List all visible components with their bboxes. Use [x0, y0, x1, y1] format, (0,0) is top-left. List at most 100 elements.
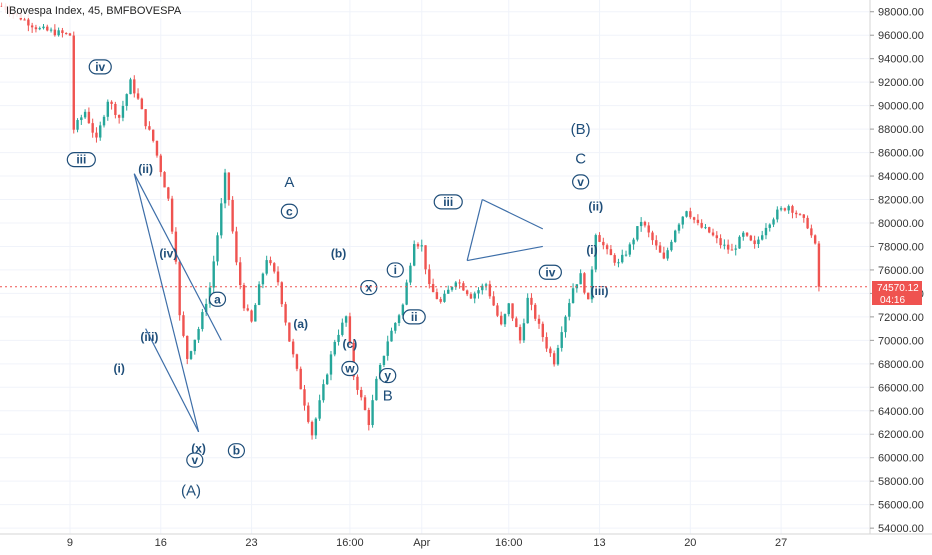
candle-body	[27, 19, 30, 26]
candle-body	[0, 5, 4, 7]
wave-label[interactable]: i	[386, 262, 404, 278]
price-axis[interactable]: 98000.00 96000.00 94000.00 92000.00 90000.00…	[869, 0, 924, 535]
wave-label-text: ii	[411, 310, 418, 324]
chart-title: IBovespa Index, 45, BMFBOVESPA	[6, 5, 182, 17]
candle-body	[114, 103, 117, 115]
wave-label[interactable]: (i)	[586, 243, 597, 257]
candle-body	[738, 236, 741, 249]
wave-label[interactable]: b	[227, 443, 246, 459]
wave-label-text: v	[191, 453, 198, 467]
wave-label-text: (i)	[586, 243, 597, 257]
wave-label[interactable]: w	[341, 360, 359, 377]
candle-body	[670, 241, 673, 251]
wave-label[interactable]: iv	[538, 264, 562, 280]
candle-body	[53, 29, 57, 36]
candle-body	[284, 304, 287, 323]
candle-body	[99, 125, 102, 138]
wave-label[interactable]: y	[379, 367, 397, 384]
wave-label[interactable]: (A)	[181, 483, 201, 500]
candle-body	[95, 132, 98, 138]
candle-body	[488, 284, 492, 297]
candle-body	[299, 368, 302, 390]
candle-body	[772, 219, 775, 225]
countdown-label: 04:16	[880, 295, 905, 306]
candle-body	[643, 221, 647, 226]
wave-label[interactable]: C	[575, 150, 586, 167]
candle-body	[651, 232, 654, 241]
candle-body	[276, 271, 280, 283]
price-tick-label: 76000.00	[878, 265, 924, 277]
wave-label[interactable]: (a)	[293, 317, 308, 331]
wave-label[interactable]: v	[186, 452, 204, 468]
candle-body	[696, 219, 700, 223]
wave-label[interactable]: (iii)	[140, 330, 158, 344]
candle-body	[220, 203, 223, 236]
time-axis[interactable]: 9 16 23 16:00 Apr 16:00 13 20 27	[0, 533, 932, 549]
candle-body	[545, 337, 548, 349]
wave-label[interactable]: (i)	[113, 362, 124, 376]
candle-body	[795, 212, 798, 215]
candle-body	[38, 28, 41, 30]
candle-body	[787, 206, 790, 211]
wave-label[interactable]: iv	[88, 59, 112, 75]
trend-line	[133, 173, 222, 341]
candle-body	[435, 292, 439, 300]
candle-body	[23, 19, 26, 21]
wave-label[interactable]: iii	[433, 194, 463, 210]
wave-label[interactable]: iii	[66, 152, 96, 168]
wave-label-text: (b)	[331, 247, 346, 261]
wave-label[interactable]: (ii)	[588, 200, 603, 214]
candle-body	[477, 290, 480, 294]
wave-label-text: B	[383, 388, 393, 405]
wave-label-text: (i)	[113, 362, 124, 376]
candle-body	[749, 235, 753, 241]
wave-label-text: (ii)	[588, 200, 603, 214]
candle-body	[511, 303, 514, 319]
trend-line	[467, 245, 543, 262]
wave-label[interactable]: (ii)	[138, 162, 153, 176]
wave-label[interactable]: (iii)	[591, 284, 609, 298]
candle-body	[223, 172, 227, 204]
candle-body	[526, 297, 529, 324]
wave-label[interactable]: a	[208, 291, 227, 307]
candle-body	[465, 290, 469, 295]
candle-body	[397, 315, 401, 324]
wave-label[interactable]: x	[360, 279, 378, 296]
wave-circle	[227, 443, 246, 459]
wave-label[interactable]: (x)	[191, 441, 206, 455]
candle-body	[242, 284, 246, 309]
price-tick-label: 60000.00	[878, 453, 924, 465]
candle-body	[719, 238, 722, 246]
candle-body	[613, 255, 616, 263]
candle-body	[310, 421, 314, 436]
wave-label-text: A	[284, 174, 294, 191]
candle-body	[753, 240, 756, 245]
wave-label[interactable]: (iv)	[159, 247, 177, 261]
candle-body	[556, 347, 560, 365]
wave-label[interactable]: B	[383, 388, 393, 405]
price-tick-label: 64000.00	[878, 406, 924, 418]
price-tick-label: 72000.00	[878, 312, 924, 324]
wave-label-text: iii	[443, 195, 453, 209]
wave-label[interactable]: (c)	[343, 337, 358, 351]
wave-label[interactable]: A	[284, 174, 294, 191]
candle-body	[655, 240, 658, 246]
wave-label-text: iv	[95, 60, 105, 74]
wave-circle	[341, 360, 359, 377]
wave-label[interactable]: (B)	[571, 121, 591, 138]
candle-body	[204, 303, 208, 313]
candle-body	[813, 235, 817, 244]
price-tick-label: 80000.00	[878, 218, 924, 230]
wave-label[interactable]: (b)	[331, 247, 346, 261]
wave-label-text: v	[577, 175, 584, 189]
wave-label[interactable]: v	[572, 174, 590, 190]
candle-body	[473, 293, 476, 299]
candle-body	[469, 294, 473, 299]
wave-label[interactable]: c	[280, 203, 298, 219]
candle-body	[409, 265, 412, 283]
price-tick-label: 56000.00	[878, 500, 924, 512]
wave-label[interactable]: ii	[402, 309, 426, 325]
candle-body	[802, 214, 806, 218]
